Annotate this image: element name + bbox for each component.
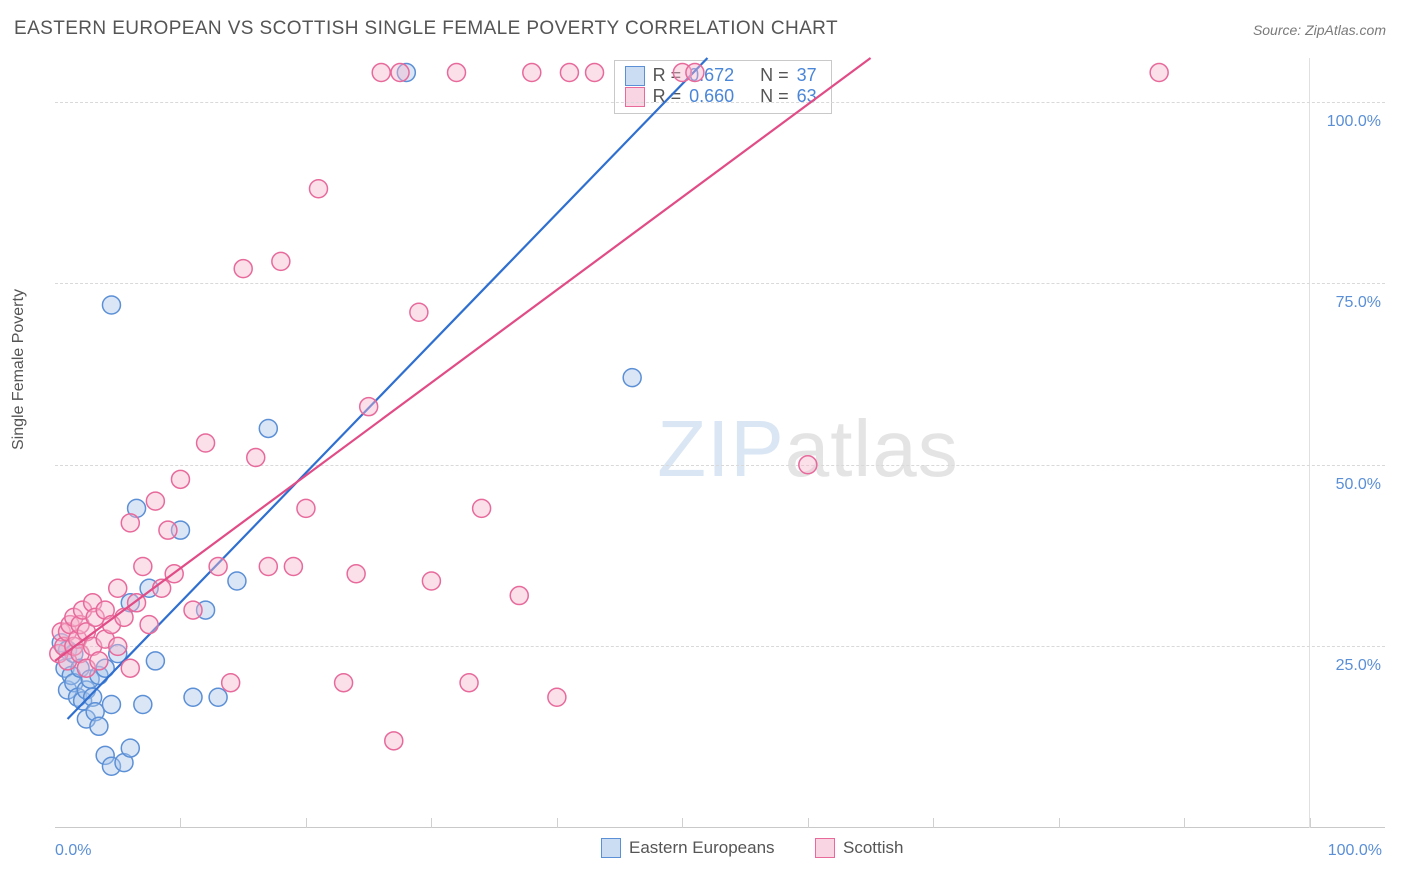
data-point: [184, 688, 202, 706]
legend-label: Eastern Europeans: [629, 838, 775, 858]
data-point: [548, 688, 566, 706]
data-point: [560, 64, 578, 82]
data-point: [347, 565, 365, 583]
data-point: [209, 557, 227, 575]
x-axis-min-label: 0.0%: [55, 842, 91, 860]
legend-label: Scottish: [843, 838, 903, 858]
chart-title: EASTERN EUROPEAN VS SCOTTISH SINGLE FEMA…: [14, 18, 838, 40]
data-point: [272, 252, 290, 270]
data-point: [259, 419, 277, 437]
data-point: [360, 398, 378, 416]
data-point: [422, 572, 440, 590]
plot-area: ZIPatlas R =0.672N =37R =0.660N =63 25.0…: [55, 58, 1385, 828]
data-point: [448, 64, 466, 82]
data-point: [523, 64, 541, 82]
data-point: [686, 64, 704, 82]
data-point: [146, 492, 164, 510]
data-point: [410, 303, 428, 321]
data-point: [510, 587, 528, 605]
data-point: [90, 652, 108, 670]
data-point: [134, 696, 152, 714]
data-point: [209, 688, 227, 706]
data-point: [1150, 64, 1168, 82]
data-point: [234, 260, 252, 278]
chart-container: EASTERN EUROPEAN VS SCOTTISH SINGLE FEMA…: [0, 0, 1406, 892]
data-point: [134, 557, 152, 575]
data-point: [140, 616, 158, 634]
trend-line: [55, 58, 871, 661]
data-point: [109, 637, 127, 655]
data-point: [335, 674, 353, 692]
data-point: [222, 674, 240, 692]
data-point: [184, 601, 202, 619]
data-point: [372, 64, 390, 82]
data-point: [799, 456, 817, 474]
data-point: [473, 499, 491, 517]
data-point: [90, 717, 108, 735]
source-attribution: Source: ZipAtlas.com: [1253, 22, 1386, 38]
data-point: [121, 659, 139, 677]
data-point: [623, 369, 641, 387]
x-axis-max-label: 100.0%: [1328, 842, 1382, 860]
series-swatch: [815, 838, 835, 858]
data-point: [121, 514, 139, 532]
data-point: [146, 652, 164, 670]
y-axis-title: Single Female Poverty: [10, 289, 28, 450]
data-point: [121, 739, 139, 757]
data-point: [385, 732, 403, 750]
data-point: [228, 572, 246, 590]
data-point: [586, 64, 604, 82]
data-point: [247, 449, 265, 467]
trend-line: [68, 58, 708, 719]
legend-item: Eastern Europeans: [601, 838, 775, 858]
series-swatch: [601, 838, 621, 858]
data-point: [109, 579, 127, 597]
scatter-svg: [55, 58, 1385, 828]
data-point: [297, 499, 315, 517]
data-point: [391, 64, 409, 82]
data-point: [171, 470, 189, 488]
data-point: [284, 557, 302, 575]
data-point: [102, 696, 120, 714]
data-point: [259, 557, 277, 575]
data-point: [197, 434, 215, 452]
legend-item: Scottish: [815, 838, 903, 858]
data-point: [159, 521, 177, 539]
data-point: [102, 296, 120, 314]
data-point: [460, 674, 478, 692]
data-point: [309, 180, 327, 198]
